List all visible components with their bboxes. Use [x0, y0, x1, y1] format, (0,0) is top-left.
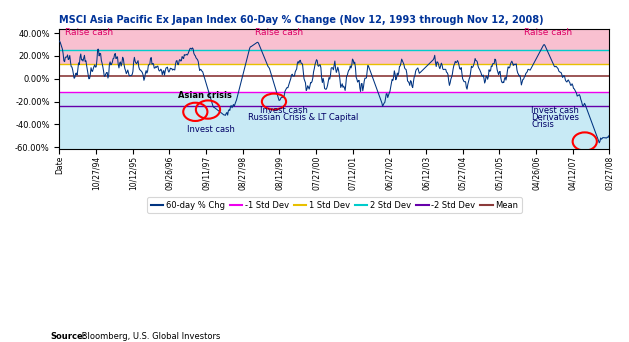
Text: Bloomberg, U.S. Global Investors: Bloomberg, U.S. Global Investors	[79, 332, 220, 341]
Legend: 60-day % Chg, -1 Std Dev, 1 Std Dev, 2 Std Dev, -2 Std Dev, Mean: 60-day % Chg, -1 Std Dev, 1 Std Dev, 2 S…	[147, 197, 521, 213]
Text: Asian crisis: Asian crisis	[178, 91, 231, 100]
Text: Derivatives: Derivatives	[532, 113, 579, 122]
Text: Raise cash: Raise cash	[255, 28, 303, 37]
Text: Russian Crisis & LT Capital: Russian Crisis & LT Capital	[248, 113, 359, 122]
Text: Raise cash: Raise cash	[524, 28, 572, 37]
Bar	[60, 28, 610, 64]
Text: Invest cash: Invest cash	[532, 106, 579, 115]
Text: Crisis: Crisis	[532, 120, 554, 129]
Bar	[60, 92, 610, 149]
Text: MSCI Asia Pacific Ex Japan Index 60-Day % Change (Nov 12, 1993 through Nov 12, 2: MSCI Asia Pacific Ex Japan Index 60-Day …	[60, 15, 544, 25]
Text: Raise cash: Raise cash	[65, 28, 113, 37]
Text: Invest cash: Invest cash	[260, 106, 308, 115]
Text: Source:: Source:	[50, 332, 86, 341]
Bar	[60, 64, 610, 92]
Text: Invest cash: Invest cash	[187, 126, 235, 134]
